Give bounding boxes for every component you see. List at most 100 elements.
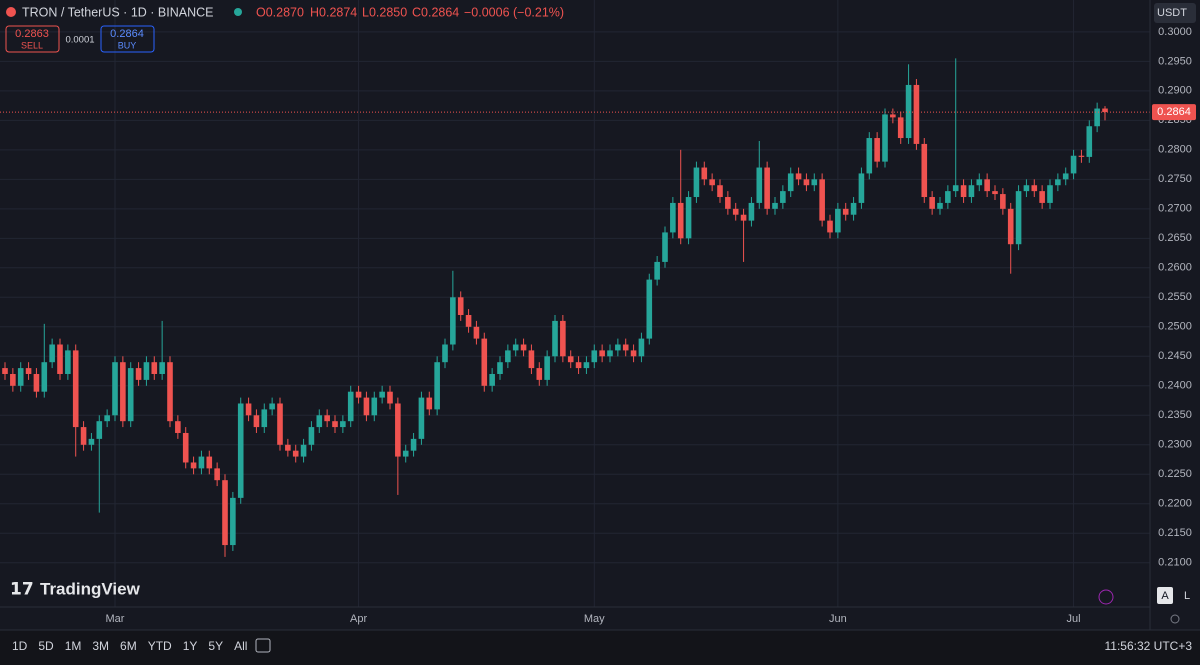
candle-body [371,397,378,416]
candle-body [835,208,841,233]
candle-body [151,362,158,374]
candle-body [740,214,747,221]
candle-body [583,362,590,369]
candle-body [709,179,715,186]
candle-body [72,350,79,428]
candle-body [120,362,126,422]
candle-body [638,338,645,357]
y-tick-label: 0.2700 [1158,203,1192,215]
candle-body [952,185,959,192]
brand: TradingView [40,579,141,598]
y-tick-label: 0.2800 [1158,144,1192,156]
x-tick-label: Apr [350,613,367,625]
last-price-tag [1152,104,1196,121]
grid [0,0,1150,607]
legend-high: H0.2874 [310,5,357,19]
candle-body [858,173,865,203]
candle-body [402,450,409,457]
sell-button[interactable] [5,25,60,53]
candle-body [2,368,8,374]
candle-body [685,197,692,239]
candle-body [866,138,873,174]
range-button[interactable]: 1D [12,639,28,653]
candle-body [112,362,118,416]
log-scale[interactable]: L [1184,590,1190,602]
range-button[interactable]: 5D [38,639,54,653]
y-tick-label: 0.2900 [1158,85,1192,97]
x-tick-label: Mar [106,613,125,625]
candle-body [615,344,621,351]
candle-body [764,167,770,209]
last-price-label: 0.2864 [1157,106,1191,118]
candle-body [599,350,605,357]
candle-body [992,191,998,195]
legend-low: L0.2850 [362,5,407,19]
candle-body [795,173,802,180]
range-button[interactable]: 1Y [183,639,198,653]
candle-body [748,202,755,221]
x-tick-label: Jun [829,613,847,625]
candle-body [591,350,598,363]
y-tick-label: 0.2950 [1158,55,1192,67]
range-button[interactable]: All [234,639,247,653]
candle-body [654,261,660,280]
candle-body [253,415,260,428]
sell-label: SELL [21,40,43,50]
candle-body [450,297,456,345]
candle-body [308,427,315,445]
range-button[interactable]: 6M [120,639,137,653]
range-button[interactable]: 5Y [208,639,223,653]
candle-body [842,208,849,215]
legend-close: C0.2864 [412,5,459,19]
candle-body [528,350,535,369]
candle-body [1078,155,1085,157]
candle-body [33,373,40,392]
y-tick-label: 0.2450 [1158,350,1192,362]
symbol-icon [6,7,16,17]
candle-body [630,350,637,357]
candle-body [457,297,464,316]
candle-body [544,356,550,380]
candle-body [819,179,825,221]
range-button[interactable]: 3M [92,639,109,653]
candle-body [127,368,134,422]
candle-body [732,208,739,215]
candle-body [65,350,71,374]
candle-body [905,84,912,139]
candle-body [607,350,613,357]
candle-body [159,362,165,374]
chart-title: TRON / TetherUS · 1D · BINANCE [22,5,213,19]
candle-body [355,391,362,398]
candle-body [882,114,888,162]
candle-body [575,362,582,369]
date-range-icon[interactable] [255,638,271,653]
candle-body [945,191,951,203]
y-tick-label: 0.3000 [1158,26,1192,38]
candle-body [505,350,511,363]
currency-button[interactable] [1154,3,1196,23]
candle-body [717,185,723,198]
candle-body [874,138,880,162]
auto-scale-button[interactable] [1157,587,1173,604]
candle-body [300,444,307,457]
candle-body [25,368,32,374]
spread: 0.0001 [65,35,94,46]
candle-body [701,167,708,180]
buy-button[interactable] [100,25,155,53]
candle-body [175,421,181,433]
candle-body [261,409,268,428]
candle-body [410,438,417,451]
settings-icon[interactable] [1170,614,1180,624]
candle-body [677,202,684,239]
range-button[interactable]: YTD [148,639,172,653]
candle-body [214,468,220,481]
candle-body [1102,108,1108,113]
candle-body [497,362,503,374]
range-button[interactable]: 1M [65,639,82,653]
candle-body [512,344,519,351]
y-tick-label: 0.2350 [1158,409,1192,421]
legend-open: O0.2870 [256,5,304,19]
lightning-icon[interactable] [1098,589,1114,605]
